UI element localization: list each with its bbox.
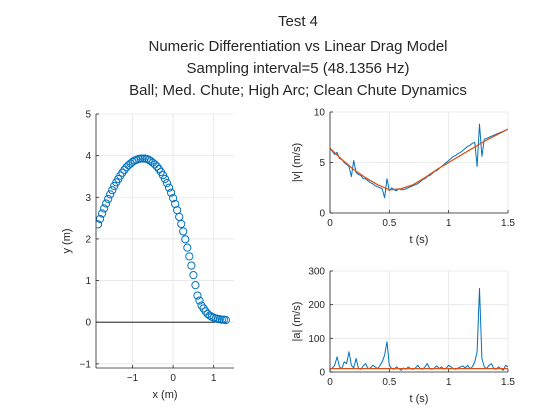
trajectory-point <box>96 220 103 229</box>
y-tick-label: 5 <box>319 158 325 169</box>
x-tick-label: 0 <box>170 373 176 384</box>
trajectory-point <box>138 154 147 163</box>
y-tick-label: 100 <box>308 334 325 345</box>
x-tick-label: 1.5 <box>501 377 515 388</box>
trajectory-point <box>189 271 198 280</box>
trajectory-point <box>164 183 174 192</box>
trajectory-point <box>102 199 111 208</box>
title-line-4: Ball; Med. Chute; High Arc; Clean Chute … <box>129 82 467 99</box>
title-line-2: Numeric Differentiation vs Linear Drag M… <box>148 38 447 55</box>
trajectory-point <box>160 174 170 184</box>
x-axis-label: t (s) <box>410 234 429 246</box>
title-line-1: Test 4 <box>278 13 318 30</box>
trajectory-point <box>126 159 135 168</box>
trajectory-point <box>203 309 212 318</box>
y-tick-label: 3 <box>85 193 91 204</box>
trajectory-point <box>166 188 176 197</box>
y-tick-label: −1 <box>80 359 92 370</box>
y-tick-label: 2 <box>85 234 91 245</box>
trajectory-point <box>100 204 109 213</box>
x-axis-label: x (m) <box>152 389 177 401</box>
y-tick-label: 0 <box>319 368 325 379</box>
trajectory-point <box>108 186 117 195</box>
trajectory-point <box>185 252 194 261</box>
trajectory-point <box>177 219 186 229</box>
trajectory-point <box>120 165 129 174</box>
trajectory-point <box>183 243 192 252</box>
acceleration-axes: 0 0.5 1 1.5 0 100 200 300 t (s) |a| (m/s) <box>291 267 515 406</box>
figure-title: Test 4 Numeric Differentiation vs Linear… <box>129 13 467 99</box>
y-axis-label: |v| (m/s) <box>291 143 303 182</box>
data-layer <box>96 154 230 325</box>
x-tick-label: 0 <box>327 218 333 229</box>
x-tick-label: 0.5 <box>382 377 396 388</box>
trajectory-point <box>136 154 145 163</box>
trajectory-point <box>181 235 190 244</box>
trajectory-point <box>96 214 105 224</box>
trajectory-point <box>162 179 172 188</box>
x-axis-label: t (s) <box>410 393 429 405</box>
x-tick-label: 0.5 <box>382 218 396 229</box>
trajectory-point <box>169 194 178 203</box>
x-tick-label: 0 <box>327 377 333 388</box>
trajectory-point <box>179 227 188 236</box>
trajectory-point <box>221 316 230 325</box>
trajectory-point <box>97 209 107 218</box>
y-tick-label: 0 <box>319 209 325 220</box>
trajectory-point <box>193 291 202 300</box>
y-axis-label: y (m) <box>61 228 73 253</box>
y-tick-label: 0 <box>85 318 91 329</box>
y-tick-label: 4 <box>85 151 91 162</box>
x-tick-label: 1 <box>446 218 452 229</box>
trajectory-point <box>144 155 153 164</box>
trajectory-point <box>187 261 196 270</box>
trajectory-point <box>191 281 200 290</box>
trajectory-point <box>152 162 161 171</box>
data-layer <box>330 123 508 199</box>
plot-area <box>96 114 234 368</box>
plot-area <box>330 271 508 372</box>
trajectory-point <box>195 296 204 305</box>
trajectory-point <box>106 190 115 199</box>
series-line-model <box>330 128 508 191</box>
x-tick-label: 1.5 <box>501 218 515 229</box>
x-tick-label: −1 <box>127 373 139 384</box>
title-line-3: Sampling interval=5 (48.1356 Hz) <box>186 60 409 77</box>
y-tick-label: 200 <box>308 300 325 311</box>
x-tick-label: 1 <box>446 377 452 388</box>
x-tick-label: 1 <box>211 373 217 384</box>
y-tick-label: 5 <box>85 110 91 121</box>
trajectory-point <box>150 160 159 169</box>
trajectory-axes: −1 0 1 −1 0 1 2 3 4 5 x (m) y (m) <box>61 110 234 401</box>
y-tick-label: 1 <box>85 276 91 287</box>
y-axis-label: |a| (m/s) <box>291 302 303 342</box>
trajectory-point <box>104 194 113 204</box>
velocity-axes: 0 0.5 1 1.5 0 5 10 t (s) |v| (m/s) <box>291 108 515 247</box>
y-tick-label: 300 <box>308 267 325 278</box>
trajectory-point <box>217 315 226 324</box>
data-layer <box>330 288 508 371</box>
y-tick-label: 10 <box>314 108 326 119</box>
